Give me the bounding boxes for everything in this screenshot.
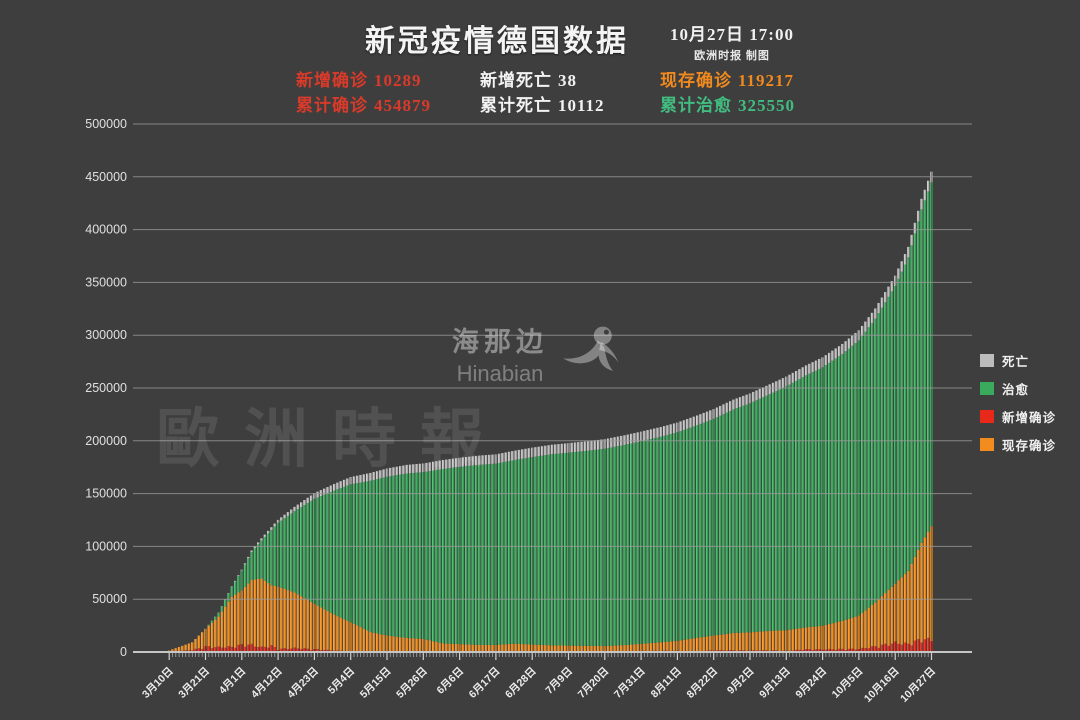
report-datetime: 10月27日 17:00	[670, 25, 794, 44]
svg-text:0: 0	[120, 645, 127, 659]
watermark-hinabian: 海那边 Hinabian	[452, 318, 628, 388]
legend-swatch-cured	[980, 381, 994, 395]
legend-item-active-confirmed: 现存确诊	[980, 430, 1056, 458]
svg-text:9月13日: 9月13日	[757, 665, 793, 701]
svg-text:7月31日: 7月31日	[612, 665, 648, 701]
svg-text:7月20日: 7月20日	[576, 665, 612, 701]
stat-value: 454879	[374, 96, 431, 115]
svg-text:200000: 200000	[85, 434, 127, 448]
stat-total-confirmed: 累计确诊 454879	[296, 91, 431, 116]
legend-swatch-new-confirmed	[980, 409, 994, 423]
svg-text:450000: 450000	[85, 170, 127, 184]
stat-value: 10112	[558, 96, 605, 115]
svg-text:300000: 300000	[85, 328, 127, 342]
stat-new-confirmed: 新增确诊 10289	[296, 66, 422, 91]
stat-active-confirmed: 现存确诊 119217	[660, 66, 794, 91]
svg-text:10月5日: 10月5日	[830, 665, 866, 701]
legend-item-new-confirmed: 新增确诊	[980, 402, 1056, 430]
svg-text:10月27日: 10月27日	[898, 665, 938, 705]
svg-text:4月1日: 4月1日	[217, 665, 249, 697]
svg-text:6月6日: 6月6日	[435, 665, 467, 697]
svg-text:50000: 50000	[92, 592, 127, 606]
horizontal-gridlines: 0 50000 100000 150000 200000 250000 300000 3500…	[85, 117, 972, 659]
bars-layer	[168, 171, 933, 652]
vertical-gridlines	[168, 171, 932, 652]
legend-swatch-active-confirmed	[980, 437, 994, 451]
svg-text:10月16日: 10月16日	[862, 665, 902, 705]
stat-label: 新增死亡	[480, 71, 552, 90]
legend-item-cured: 治愈	[980, 374, 1056, 402]
svg-text:5月4日: 5月4日	[326, 665, 358, 697]
svg-text:8月11日: 8月11日	[649, 665, 684, 700]
stat-value: 325550	[738, 96, 795, 115]
svg-text:350000: 350000	[85, 275, 127, 289]
stat-total-cured: 累计治愈 325550	[660, 91, 795, 116]
svg-text:6月17日: 6月17日	[467, 665, 503, 701]
svg-text:4月12日: 4月12日	[249, 665, 285, 701]
legend-label: 现存确诊	[1002, 438, 1057, 453]
watermark-cn-text: 海那边	[452, 326, 548, 357]
stat-value: 38	[558, 71, 577, 90]
watermark-newspaper: 歐洲時報	[156, 404, 508, 475]
watermark-en-text: Hinabian	[456, 360, 544, 386]
svg-text:3月10日: 3月10日	[140, 665, 176, 701]
legend-swatch-deaths	[980, 353, 994, 367]
datetime-block: 10月27日 17:00 欧洲时报 制图	[662, 20, 802, 63]
svg-text:9月24日: 9月24日	[793, 665, 829, 701]
legend-label: 死亡	[1002, 354, 1030, 369]
svg-text:100000: 100000	[85, 539, 127, 553]
svg-text:4月23日: 4月23日	[285, 665, 321, 701]
svg-text:500000: 500000	[85, 117, 127, 131]
stat-label: 现存确诊	[660, 71, 732, 90]
stat-label: 累计治愈	[660, 96, 732, 115]
svg-text:400000: 400000	[85, 223, 127, 237]
stat-value: 10289	[374, 71, 422, 90]
svg-text:250000: 250000	[85, 381, 127, 395]
stat-new-deaths: 新增死亡 38	[480, 66, 577, 91]
svg-text:5月15日: 5月15日	[358, 665, 394, 701]
stat-label: 累计确诊	[296, 96, 368, 115]
legend-label: 治愈	[1002, 382, 1030, 397]
legend: 死亡 治愈 新增确诊 现存确诊	[980, 346, 1056, 458]
legend-item-deaths: 死亡	[980, 346, 1056, 374]
legend-label: 新增确诊	[1002, 410, 1057, 425]
stat-value: 119217	[738, 71, 795, 90]
svg-text:5月26日: 5月26日	[394, 665, 430, 701]
x-axis: 3月10日 3月21日 4月1日 4月12日 4月23日 5月4日 5月15日 5月26日 6月…	[140, 653, 938, 705]
svg-text:150000: 150000	[85, 487, 127, 501]
svg-text:6月28日: 6月28日	[503, 665, 539, 701]
bird-logo-icon	[563, 326, 619, 371]
stat-total-deaths: 累计死亡 10112	[480, 91, 605, 116]
svg-text:9月2日: 9月2日	[725, 665, 757, 697]
svg-text:3月21日: 3月21日	[176, 665, 212, 701]
stat-label: 累计死亡	[480, 96, 552, 115]
page-title: 新冠疫情德国数据	[365, 25, 629, 58]
credit-text: 欧洲时报 制图	[694, 50, 770, 62]
svg-text:8月22日: 8月22日	[685, 665, 721, 701]
stat-label: 新增确诊	[296, 71, 368, 90]
svg-text:7月9日: 7月9日	[543, 665, 575, 697]
watermark-hinabian-text: 海那边 Hinabian	[452, 320, 548, 387]
